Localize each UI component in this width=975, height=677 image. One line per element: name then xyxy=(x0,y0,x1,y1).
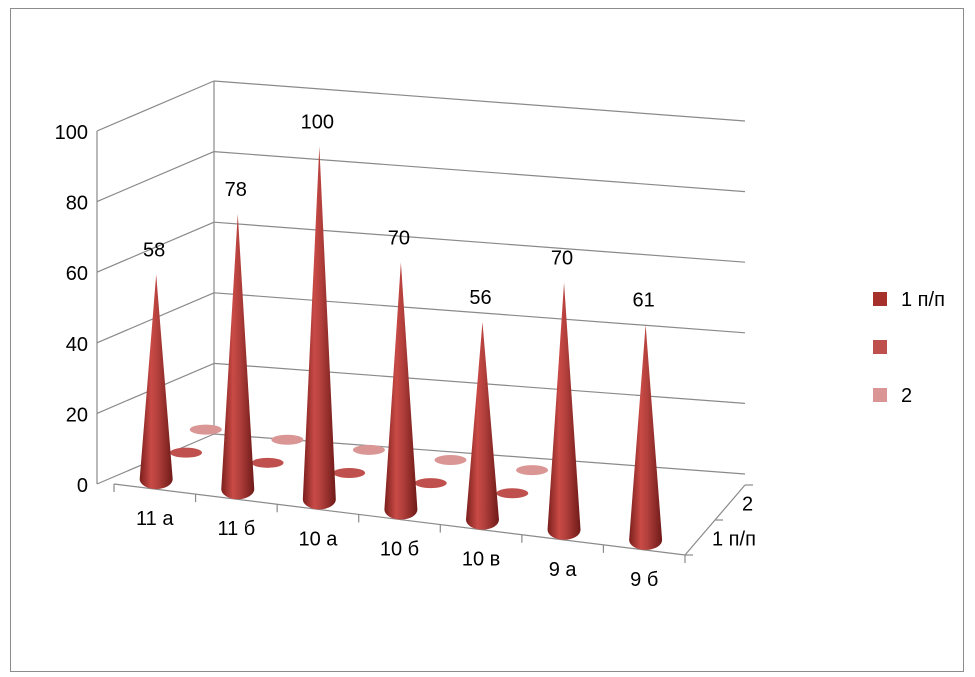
legend-label: 1 п/п xyxy=(901,289,945,311)
y-tick-label: 0 xyxy=(77,475,88,497)
disc-series-3 xyxy=(434,455,467,465)
x-category-label: 11 а xyxy=(136,508,174,530)
x-category-label: 9 б xyxy=(630,569,658,591)
y-tick-label: 20 xyxy=(66,404,88,426)
gridline-back xyxy=(213,151,746,193)
cone-mark xyxy=(465,321,499,530)
legend-swatch xyxy=(873,340,887,354)
gridline-side xyxy=(96,151,215,203)
disc-series-2 xyxy=(251,457,284,468)
data-label: 58 xyxy=(143,239,165,261)
x-category-label: 11 б xyxy=(217,518,255,540)
data-label: 70 xyxy=(388,227,410,249)
gridline-back xyxy=(213,221,746,263)
data-label: 100 xyxy=(301,111,334,133)
y-tick-label: 80 xyxy=(66,193,88,215)
y-tick-label: 40 xyxy=(66,334,88,356)
disc-series-2 xyxy=(169,447,202,458)
x-axis-line xyxy=(113,483,686,556)
x-category-label: 10 в xyxy=(462,549,500,571)
disc-series-3 xyxy=(516,465,549,476)
data-label: 56 xyxy=(469,287,491,309)
disc-series-2 xyxy=(414,478,447,489)
y-tick-label: 60 xyxy=(66,263,88,285)
depth-category-label: 2 xyxy=(742,494,753,516)
gridline-back xyxy=(213,80,746,122)
x-category-label: 9 а xyxy=(549,559,578,581)
gridline-side xyxy=(96,80,215,132)
depth-category-label: 1 п/п xyxy=(712,529,756,551)
x-category-label: 10 а xyxy=(298,528,338,550)
disc-series-2 xyxy=(496,488,529,499)
data-label: 78 xyxy=(225,179,247,201)
disc-series-2 xyxy=(333,467,366,478)
cone-mark xyxy=(221,213,255,500)
cone-mark xyxy=(139,274,173,490)
back-series-discs xyxy=(169,424,549,499)
x-category-label: 10 б xyxy=(380,539,419,561)
data-label: 70 xyxy=(551,248,573,270)
disc-series-3 xyxy=(271,434,304,445)
legend-label: 2 xyxy=(901,385,912,407)
legend-swatch xyxy=(873,292,887,306)
cone-mark xyxy=(302,146,336,510)
cone-mark xyxy=(547,282,581,540)
disc-series-3 xyxy=(352,444,385,455)
cone-mark xyxy=(384,262,418,520)
data-label: 61 xyxy=(632,290,654,312)
axes xyxy=(96,81,753,563)
gridline-back xyxy=(213,292,746,334)
gridline-side xyxy=(96,221,215,273)
cone-mark xyxy=(629,324,663,550)
legend: 1 п/п 2 xyxy=(873,289,945,407)
disc-series-3 xyxy=(189,424,222,435)
legend-swatch xyxy=(873,388,887,402)
labels: 0 20 40 60 80 100 11 а 11 б 10 а 10 б 10 в 9 а 9 б 1 … xyxy=(55,111,756,591)
y-tick-label: 100 xyxy=(55,122,88,144)
chart-frame xyxy=(10,8,964,672)
front-series-cones xyxy=(139,146,663,550)
